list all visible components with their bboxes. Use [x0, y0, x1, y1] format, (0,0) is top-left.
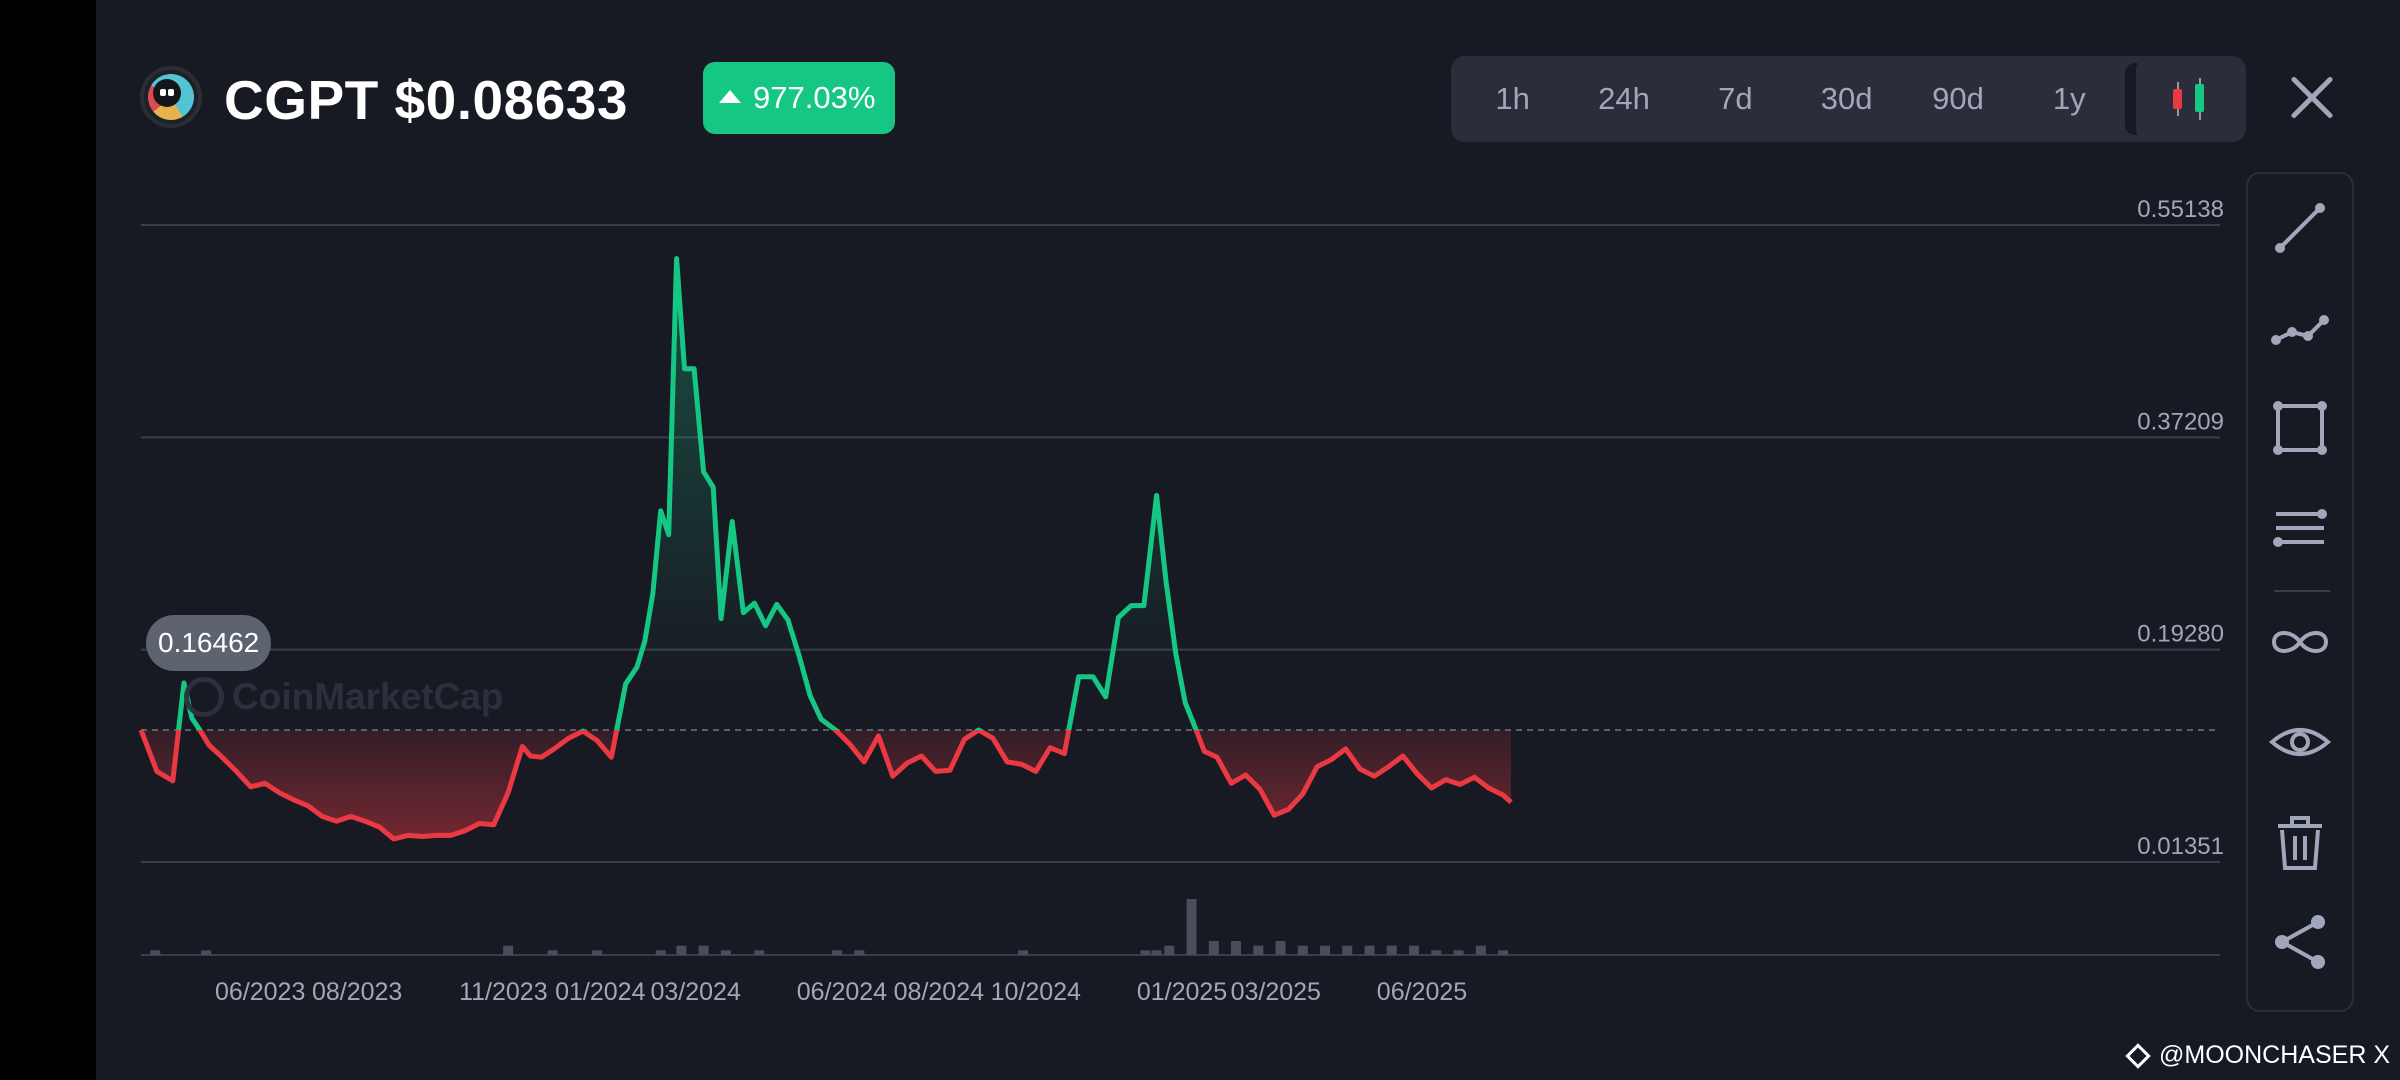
volume-bar — [1186, 899, 1197, 955]
footer-credit: @MOONCHASER X — [2125, 1041, 2390, 1070]
volume-bar — [1140, 950, 1151, 955]
line-tool-icon[interactable] — [2250, 178, 2350, 278]
x-tick-label: 06/2024 — [797, 978, 887, 1006]
infinity-icon[interactable] — [2250, 592, 2350, 692]
timeframe-24h[interactable]: 24h — [1598, 81, 1650, 116]
timeframe-7d[interactable]: 7d — [1718, 81, 1753, 116]
x-tick-label: 03/2025 — [1231, 978, 1321, 1006]
share-icon[interactable] — [2250, 892, 2350, 992]
hover-value-tooltip: 0.16462 — [146, 615, 272, 671]
volume-bar — [503, 945, 514, 955]
timeframe-30d[interactable]: 30d — [1820, 81, 1873, 116]
volume-bar — [1364, 945, 1375, 955]
hover-value: 0.16462 — [158, 627, 260, 658]
volume-bars — [150, 899, 1509, 955]
x-tick-label: 01/2025 — [1137, 978, 1227, 1006]
volume-bar — [854, 950, 865, 955]
volume-bar — [1164, 945, 1175, 955]
drawing-toolbar — [2246, 172, 2354, 1012]
price-change-value: 977.03% — [753, 80, 876, 115]
volume-bar — [1320, 945, 1331, 955]
timeframe-1y[interactable]: 1y — [2052, 81, 2086, 116]
volume-bar — [1231, 941, 1242, 955]
y-tick-label: 0.19280 — [2137, 621, 2224, 648]
chart-type-button[interactable] — [2136, 56, 2246, 142]
volume-bar — [1018, 950, 1029, 955]
rectangle-tool-icon[interactable] — [2250, 378, 2350, 478]
y-tick-label: 0.37209 — [2137, 408, 2224, 435]
volume-bar — [1498, 950, 1509, 955]
volume-bar — [1151, 950, 1162, 955]
volume-bar — [655, 950, 666, 955]
area-fill-below-baseline — [141, 729, 1511, 839]
volume-bar — [1275, 941, 1286, 955]
volume-bar — [1475, 945, 1486, 955]
x-tick-label: 06/2023 — [215, 978, 305, 1006]
volume-bar — [150, 950, 161, 955]
chaingpt-logo-icon — [140, 66, 202, 128]
volume-bar — [1431, 950, 1442, 955]
price-change-badge: 977.03% — [703, 62, 896, 134]
volume-bar — [1342, 945, 1353, 955]
arrow-up-icon — [719, 90, 741, 103]
x-tick-label: 06/2025 — [1377, 978, 1467, 1006]
toolbar-separator — [2274, 590, 2330, 592]
volume-bar — [201, 950, 212, 955]
x-tick-label: 03/2024 — [650, 978, 740, 1006]
volume-bar — [832, 950, 843, 955]
volume-bar — [547, 950, 558, 955]
coinmarketcap-logo-icon — [184, 677, 224, 717]
price-line-below-baseline — [138, 729, 1513, 842]
volume-bar — [720, 950, 731, 955]
timeframe-90d[interactable]: 90d — [1932, 81, 1984, 116]
x-tick-label: 10/2024 — [991, 978, 1081, 1006]
trash-icon[interactable] — [2250, 792, 2350, 892]
x-tick-label: 11/2023 — [459, 978, 548, 1006]
polyline-tool-icon[interactable] — [2250, 278, 2350, 378]
volume-bar — [754, 950, 765, 955]
binance-logo-icon — [2125, 1042, 2151, 1069]
volume-bar — [1409, 945, 1420, 955]
volume-bar — [592, 950, 603, 955]
volume-bar — [1253, 945, 1264, 955]
volume-bar — [1297, 945, 1308, 955]
volume-bar — [1453, 950, 1464, 955]
footer-credit-text: @MOONCHASER X — [2159, 1041, 2390, 1069]
x-tick-label: 08/2024 — [894, 978, 984, 1006]
volume-bar — [1386, 945, 1397, 955]
x-tick-label: 08/2023 — [312, 978, 402, 1006]
eye-icon[interactable] — [2250, 692, 2350, 792]
y-tick-label: 0.55138 — [2137, 196, 2224, 223]
coinmarketcap-watermark: CoinMarketCap — [184, 672, 503, 722]
area-fill-above-baseline — [178, 258, 1197, 730]
parallel-lines-tool-icon[interactable] — [2250, 478, 2350, 578]
coin-title: CGPT $0.08633 — [224, 69, 628, 131]
price-line-above-baseline — [141, 256, 1199, 730]
timeframe-1h[interactable]: 1h — [1495, 81, 1530, 116]
volume-bar — [698, 945, 709, 955]
coin-header: CGPT $0.08633 977.03% — [140, 60, 1040, 140]
x-tick-label: 01/2024 — [555, 978, 645, 1006]
y-tick-label: 0.01351 — [2137, 833, 2224, 860]
volume-bar — [1208, 941, 1219, 955]
watermark-text: CoinMarketCap — [232, 676, 504, 717]
volume-bar — [676, 945, 687, 955]
price-chart-screen: CGPT $0.08633 977.03% 1h24h7d30d90d1yAll — [96, 0, 2400, 1080]
